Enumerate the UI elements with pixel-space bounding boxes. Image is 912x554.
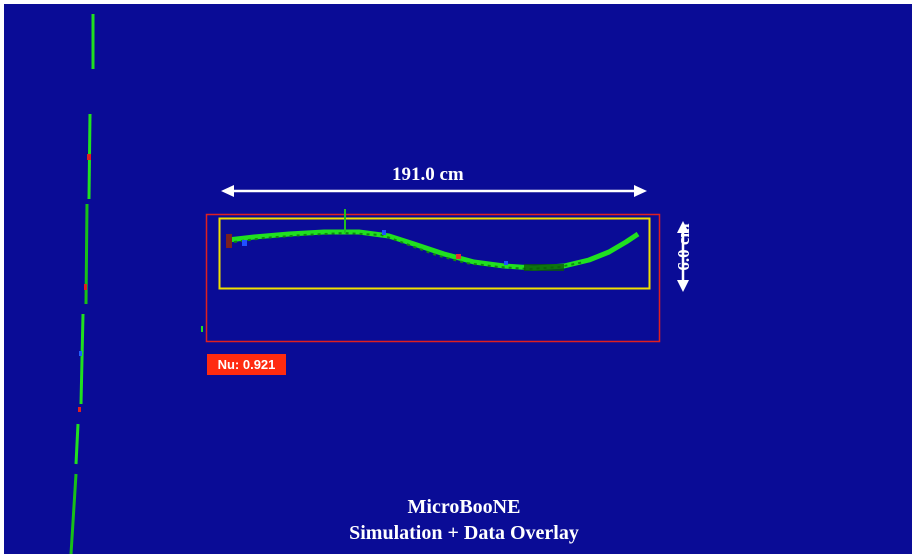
experiment-subtitle: Simulation + Data Overlay <box>349 522 579 544</box>
candidate-track <box>226 209 640 271</box>
vertical-track <box>69 14 203 554</box>
experiment-title: MicroBooNE <box>407 496 521 518</box>
title-block: MicroBooNE Simulation + Data Overlay <box>304 494 624 546</box>
width-measurement-label: 6.0 cm <box>674 223 693 271</box>
width-arrow <box>677 221 689 292</box>
length-measurement-label: 191.0 cm <box>392 164 464 185</box>
event-display-canvas: 191.0 cm 6.0 cm Nu: 0.921 MicroBooNE Sim… <box>4 4 912 554</box>
event-display-graphics <box>69 14 689 554</box>
length-arrow <box>221 185 647 197</box>
nu-score-badge: Nu: 0.921 <box>207 354 286 375</box>
outer-selection-box <box>205 213 661 343</box>
inner-track-box <box>218 217 651 290</box>
